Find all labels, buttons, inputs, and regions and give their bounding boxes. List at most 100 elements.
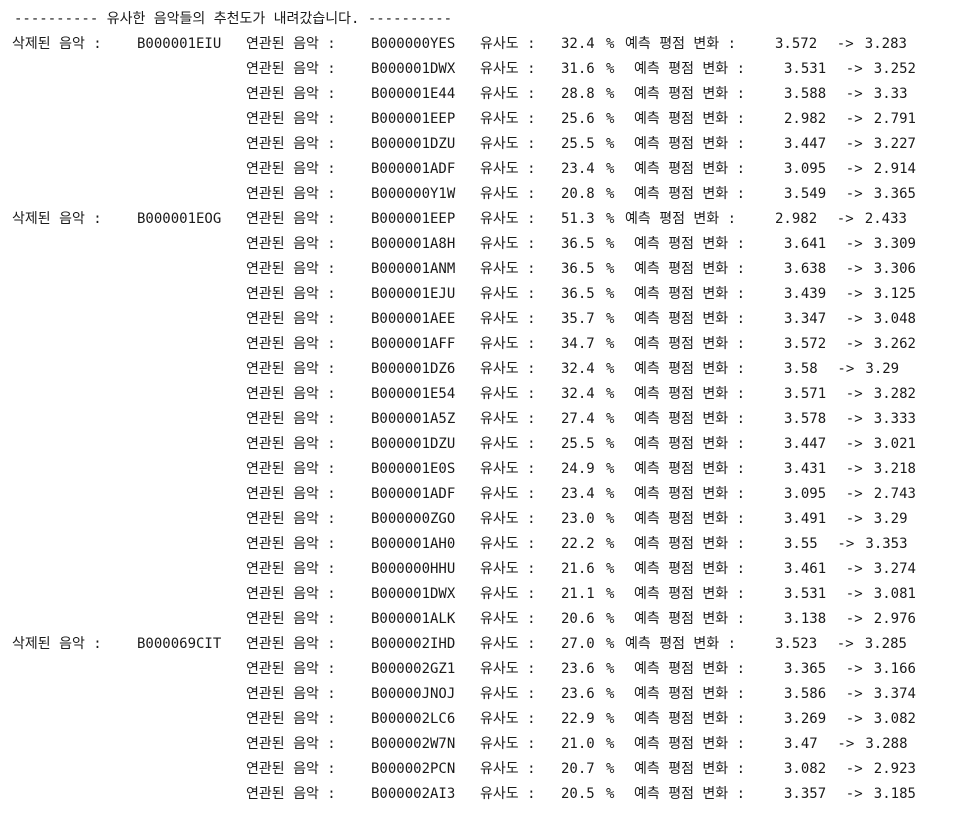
- rating-before: 2.982: [775, 211, 818, 227]
- rating-before: 3.365: [784, 661, 827, 677]
- arrow: ->: [845, 161, 863, 177]
- console-line: 연관된 음악 : B000001E44 유사도 : 28.8% 예측 평점 변화 : 3.…: [0, 82, 967, 107]
- console-line: 연관된 음악 : B000000ZGO 유사도 : 23.0% 예측 평점 변화 : 3.…: [0, 507, 967, 532]
- related-label: 연관된 음악 :: [246, 461, 336, 477]
- related-music-id: B000001DZ6: [371, 361, 456, 377]
- rating-before: 3.578: [784, 411, 827, 427]
- related-label: 연관된 음악 :: [246, 311, 336, 327]
- similarity-value: 36.5: [561, 286, 595, 302]
- related-music-id: B000000YES: [371, 36, 456, 52]
- rating-before: 3.491: [784, 511, 827, 527]
- rating-change-label: 예측 평점 변화 :: [634, 686, 745, 702]
- rating-before: 3.347: [784, 311, 827, 327]
- related-label: 연관된 음악 :: [246, 611, 336, 627]
- similarity-label: 유사도 :: [480, 36, 536, 52]
- percent-sign: %: [606, 286, 615, 302]
- rating-before: 3.638: [784, 261, 827, 277]
- rating-before: 3.095: [784, 161, 827, 177]
- arrow: ->: [836, 636, 854, 652]
- percent-sign: %: [606, 36, 615, 52]
- arrow: ->: [845, 686, 863, 702]
- related-music-id: B000001DWX: [371, 61, 456, 77]
- similarity-label: 유사도 :: [480, 586, 536, 602]
- similarity-label: 유사도 :: [480, 161, 536, 177]
- related-label: 연관된 음악 :: [246, 61, 336, 77]
- related-label: 연관된 음악 :: [246, 286, 336, 302]
- similarity-value: 35.7: [561, 311, 595, 327]
- percent-sign: %: [606, 711, 615, 727]
- rating-change-label: 예측 평점 변화 :: [634, 111, 745, 127]
- similarity-value: 22.9: [561, 711, 595, 727]
- similarity-value: 21.6: [561, 561, 595, 577]
- arrow: ->: [845, 786, 863, 802]
- percent-sign: %: [606, 611, 615, 627]
- rating-before: 3.58: [784, 361, 818, 377]
- arrow: ->: [845, 461, 863, 477]
- rating-before: 3.588: [784, 86, 827, 102]
- percent-sign: %: [606, 661, 615, 677]
- related-label: 연관된 음악 :: [246, 86, 336, 102]
- rating-before: 3.138: [784, 611, 827, 627]
- rating-after: 2.743: [873, 486, 916, 502]
- percent-sign: %: [606, 586, 615, 602]
- related-music-id: B000002GZ1: [371, 661, 456, 677]
- percent-sign: %: [606, 536, 615, 552]
- percent-sign: %: [606, 461, 615, 477]
- arrow: ->: [845, 711, 863, 727]
- rating-after: 3.306: [873, 261, 916, 277]
- console-line: 연관된 음악 : B000001AH0 유사도 : 22.2% 예측 평점 변화 : 3.…: [0, 532, 967, 557]
- rating-after: 3.262: [873, 336, 916, 352]
- rating-after: 3.333: [873, 411, 916, 427]
- arrow: ->: [845, 136, 863, 152]
- rating-change-label: 예측 평점 변화 :: [634, 286, 745, 302]
- related-music-id: B000001ADF: [371, 486, 456, 502]
- rating-change-label: 예측 평점 변화 :: [634, 136, 745, 152]
- arrow: ->: [845, 486, 863, 502]
- similarity-value: 28.8: [561, 86, 595, 102]
- arrow: ->: [837, 736, 855, 752]
- rating-after: 2.791: [873, 111, 916, 127]
- rating-before: 3.357: [784, 786, 827, 802]
- rating-after: 3.309: [873, 236, 916, 252]
- related-music-id: B000000ZGO: [371, 511, 456, 527]
- percent-sign: %: [606, 486, 615, 502]
- related-label: 연관된 음악 :: [246, 111, 336, 127]
- similarity-label: 유사도 :: [480, 211, 536, 227]
- rating-change-label: 예측 평점 변화 :: [634, 761, 745, 777]
- percent-sign: %: [606, 386, 615, 402]
- related-music-id: B000001E0S: [371, 461, 456, 477]
- similarity-value: 20.7: [561, 761, 595, 777]
- similarity-value: 23.6: [561, 661, 595, 677]
- similarity-label: 유사도 :: [480, 236, 536, 252]
- rating-change-label: 예측 평점 변화 :: [625, 211, 736, 227]
- rating-before: 3.447: [784, 136, 827, 152]
- related-music-id: B000002IHD: [371, 636, 456, 652]
- related-label: 연관된 음악 :: [246, 686, 336, 702]
- rating-before: 3.571: [784, 386, 827, 402]
- percent-sign: %: [606, 161, 615, 177]
- rating-after: 3.374: [873, 686, 916, 702]
- rating-before: 3.47: [784, 736, 818, 752]
- similarity-value: 24.9: [561, 461, 595, 477]
- similarity-label: 유사도 :: [480, 136, 536, 152]
- similarity-value: 23.4: [561, 486, 595, 502]
- percent-sign: %: [606, 86, 615, 102]
- percent-sign: %: [606, 61, 615, 77]
- console-line: 연관된 음악 : B000001DWX 유사도 : 21.1% 예측 평점 변화 : 3.…: [0, 582, 967, 607]
- console-line: 연관된 음악 : B000001ADF 유사도 : 23.4% 예측 평점 변화 : 3.…: [0, 157, 967, 182]
- rating-after: 3.282: [873, 386, 916, 402]
- related-label: 연관된 음악 :: [246, 711, 336, 727]
- arrow: ->: [837, 361, 855, 377]
- percent-sign: %: [606, 561, 615, 577]
- deleted-label: 삭제된 음악 :: [12, 636, 102, 652]
- related-label: 연관된 음악 :: [246, 386, 336, 402]
- similarity-label: 유사도 :: [480, 111, 536, 127]
- rating-change-label: 예측 평점 변화 :: [634, 786, 745, 802]
- related-music-id: B000001E54: [371, 386, 456, 402]
- similarity-value: 21.0: [561, 736, 595, 752]
- similarity-label: 유사도 :: [480, 786, 536, 802]
- console-line: 연관된 음악 : B000001AFF 유사도 : 34.7% 예측 평점 변화 : 3.…: [0, 332, 967, 357]
- rating-change-label: 예측 평점 변화 :: [634, 311, 745, 327]
- rating-after: 3.285: [864, 636, 907, 652]
- console-line: 연관된 음악 : B000001DWX 유사도 : 31.6% 예측 평점 변화 : 3.…: [0, 57, 967, 82]
